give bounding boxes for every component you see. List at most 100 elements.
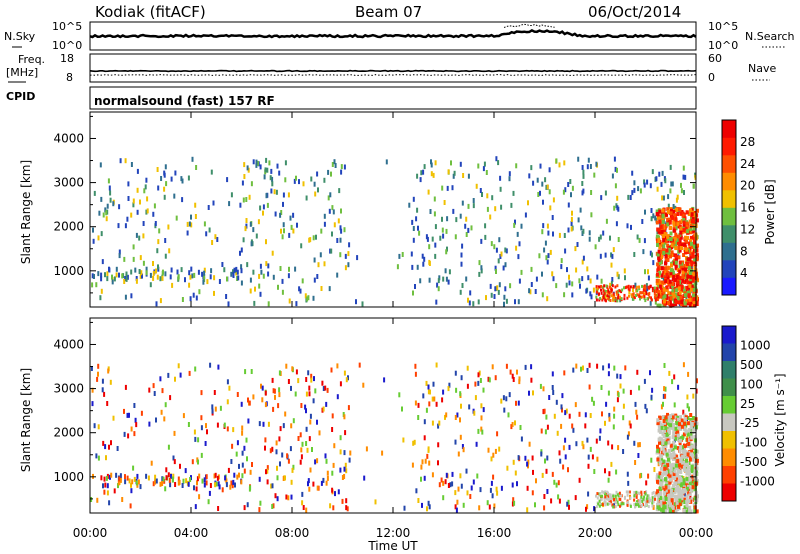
range-cell — [574, 246, 577, 252]
range-cell — [282, 222, 285, 228]
range-cell — [690, 448, 694, 453]
range-cell — [658, 214, 662, 219]
range-cell — [679, 230, 683, 235]
range-cell — [127, 433, 130, 439]
range-cell — [555, 158, 558, 164]
range-cell — [174, 482, 177, 487]
power-panel-frame — [89, 111, 697, 308]
range-cell — [671, 426, 675, 431]
range-cell — [486, 193, 489, 199]
range-cell — [595, 298, 598, 302]
range-cell — [666, 463, 670, 468]
range-cell — [460, 375, 463, 381]
range-cell — [416, 264, 419, 270]
range-cell — [157, 264, 159, 270]
range-cell — [444, 268, 447, 274]
range-cell — [678, 276, 682, 281]
range-cell — [672, 228, 676, 233]
range-cell — [528, 441, 531, 447]
range-cell — [610, 288, 613, 292]
xtick-label: 04:00 — [174, 526, 209, 540]
range-cell — [465, 216, 468, 222]
range-cell — [692, 275, 696, 280]
range-cell — [504, 247, 507, 253]
range-cell — [696, 243, 699, 248]
range-cell — [616, 397, 619, 403]
range-cell — [644, 209, 646, 215]
range-cell — [686, 229, 690, 234]
range-cell — [616, 271, 619, 277]
range-cell — [638, 294, 641, 298]
range-cell — [512, 190, 515, 196]
range-cell — [505, 396, 508, 402]
range-cell — [544, 240, 547, 246]
range-cell — [451, 481, 454, 487]
range-cell — [123, 256, 126, 262]
range-cell — [187, 481, 190, 487]
range-cell — [477, 380, 480, 386]
range-cell — [686, 394, 689, 400]
range-cell — [136, 168, 139, 174]
range-cell — [91, 282, 94, 288]
range-cell — [668, 300, 672, 305]
range-cell — [695, 299, 699, 304]
range-cell — [684, 245, 688, 250]
range-cell — [645, 408, 648, 414]
range-cell — [558, 162, 561, 168]
range-cell — [678, 290, 682, 295]
range-cell — [641, 500, 644, 503]
range-cell — [480, 268, 483, 274]
range-cell — [452, 208, 455, 214]
range-cell — [532, 390, 534, 396]
range-cell — [574, 495, 577, 501]
range-cell — [638, 385, 641, 391]
range-cell — [417, 415, 420, 420]
range-cell — [130, 212, 133, 218]
range-cell — [539, 383, 542, 389]
range-cell — [617, 494, 620, 498]
colorbar-tick-label: 28 — [740, 135, 755, 149]
range-cell — [658, 242, 662, 247]
range-cell — [579, 207, 582, 213]
range-cell — [677, 243, 681, 248]
range-cell — [666, 469, 670, 474]
range-cell — [691, 272, 695, 277]
range-cell — [682, 508, 686, 513]
range-cell — [91, 401, 94, 407]
range-cell — [663, 429, 667, 433]
range-cell — [537, 192, 540, 197]
range-cell — [319, 252, 322, 258]
range-cell — [538, 253, 541, 259]
range-cell — [691, 293, 695, 298]
noise-tick-high-left: 10^5 — [52, 20, 82, 33]
range-cell — [225, 294, 228, 299]
range-cell — [609, 282, 612, 288]
range-cell — [602, 289, 605, 293]
range-cell — [659, 466, 663, 471]
range-cell — [417, 498, 420, 503]
ytick-label: 3000 — [53, 382, 84, 396]
range-cell — [265, 157, 268, 163]
range-cell — [673, 258, 677, 263]
range-cell — [666, 275, 670, 280]
range-cell — [431, 472, 434, 478]
range-cell — [243, 445, 246, 451]
range-cell — [108, 444, 110, 450]
range-cell — [345, 377, 348, 383]
range-cell — [673, 476, 677, 480]
range-cell — [689, 302, 692, 307]
range-cell — [279, 266, 282, 271]
range-cell — [639, 473, 642, 479]
range-cell — [100, 288, 103, 294]
range-cell — [203, 482, 206, 488]
colorbar-tick-label: 4 — [740, 266, 748, 280]
range-cell — [167, 224, 170, 230]
range-cell — [310, 176, 313, 182]
range-cell — [329, 503, 332, 509]
range-cell — [517, 254, 520, 260]
range-cell — [92, 227, 94, 233]
colorbar-tick-label: 8 — [740, 244, 748, 258]
range-cell — [448, 382, 451, 388]
range-cell — [119, 473, 122, 479]
